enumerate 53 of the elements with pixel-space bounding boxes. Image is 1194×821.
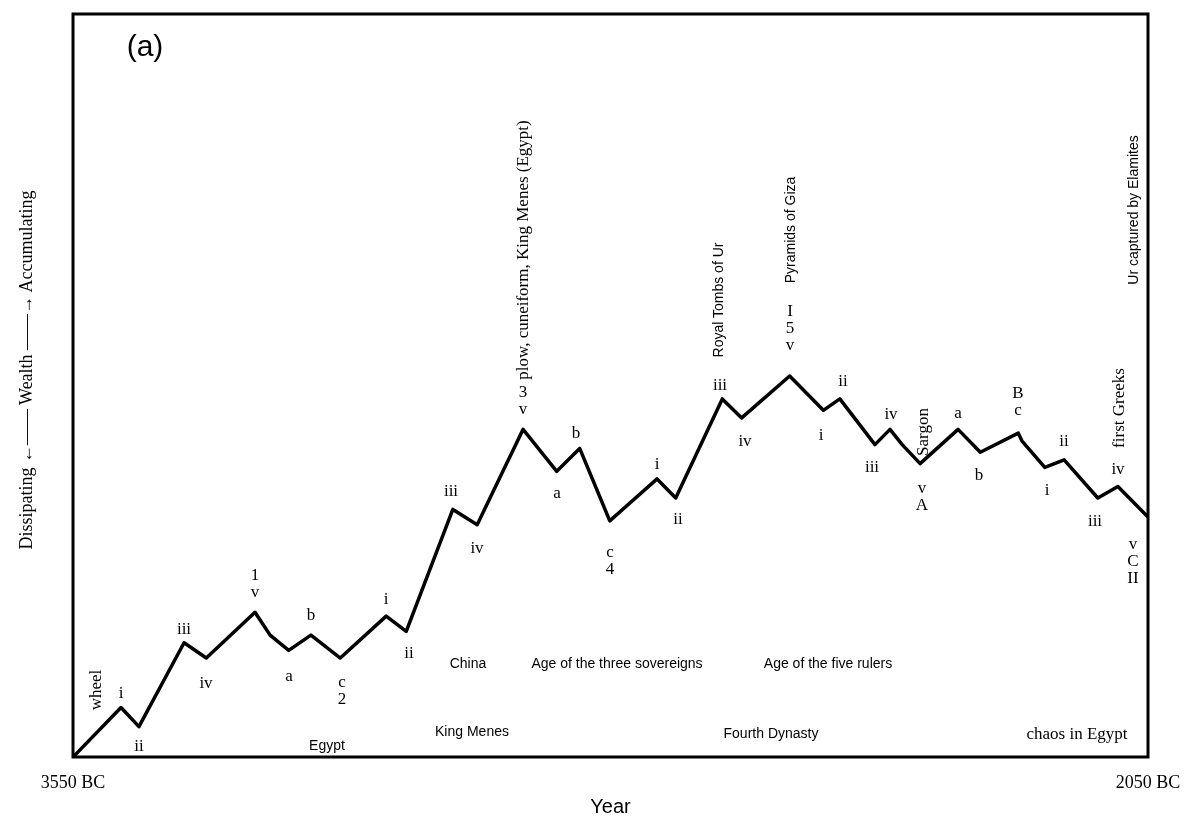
annotation: i — [1044, 479, 1050, 499]
annotation: iii — [1087, 510, 1103, 530]
annotation: i — [383, 588, 389, 608]
annotation: i — [818, 424, 824, 444]
annotation: iii — [443, 480, 459, 500]
annotation: plow, cuneiform, King Menes (Egypt) — [512, 120, 532, 380]
annotation: Age of the five rulers — [763, 655, 893, 671]
annotation: a — [285, 665, 294, 685]
annotation: i — [118, 682, 124, 702]
annotation: King Menes — [435, 723, 509, 739]
annotation: iii — [864, 456, 880, 476]
annotation: ii — [673, 508, 683, 528]
annotation: b — [306, 604, 316, 624]
x-tick-label: 2050 BC — [1115, 772, 1181, 793]
annotation: Sargon — [912, 407, 932, 456]
annotation: first Greeks — [1108, 368, 1128, 448]
annotation: iv — [470, 537, 485, 557]
annotation: a — [553, 482, 562, 502]
annotation: chaos in Egypt — [1026, 723, 1128, 743]
text: Royal Tombs of Ur — [710, 242, 726, 358]
text: (a) — [126, 28, 164, 62]
annotation: Fourth Dynasty — [723, 725, 819, 741]
annotation: ii — [838, 370, 848, 390]
annotation: c 2 — [337, 672, 347, 708]
annotation: v A — [915, 478, 929, 514]
annotation: B c — [1012, 383, 1024, 419]
annotation: iv — [1111, 458, 1126, 478]
annotation: v C II — [1127, 533, 1139, 587]
text: I 5 v — [785, 300, 795, 354]
annotation: China — [449, 655, 487, 671]
annotation: 3 v — [518, 382, 528, 418]
annotation: 1 v — [250, 565, 260, 601]
annotation: b — [974, 464, 984, 484]
annotation: i — [654, 453, 660, 473]
x-axis-title: Year — [590, 795, 632, 817]
annotation: Age of the three sovereigns — [531, 655, 703, 671]
annotation: ii — [404, 642, 414, 662]
annotation: iv — [199, 672, 214, 692]
annotation: iv — [884, 403, 899, 423]
annotation: iii — [712, 374, 728, 394]
annotation: c 4 — [605, 542, 615, 578]
annotation: wheel — [85, 669, 105, 711]
x-tick-label: 3550 BC — [40, 772, 106, 793]
annotation: iii — [176, 618, 192, 638]
annotation: ii — [134, 735, 144, 755]
annotation: iv — [738, 430, 753, 450]
y-axis-title: Dissipating ←—— Wealth ——→ Accumulating — [16, 190, 36, 550]
annotation: ii — [1059, 430, 1069, 450]
text: Pyramids of Giza — [782, 176, 798, 284]
annotation: b — [571, 422, 581, 442]
annotation: Egypt — [309, 737, 345, 753]
text: Ur captured by Elamites — [1125, 135, 1141, 285]
annotation: a — [954, 402, 963, 422]
